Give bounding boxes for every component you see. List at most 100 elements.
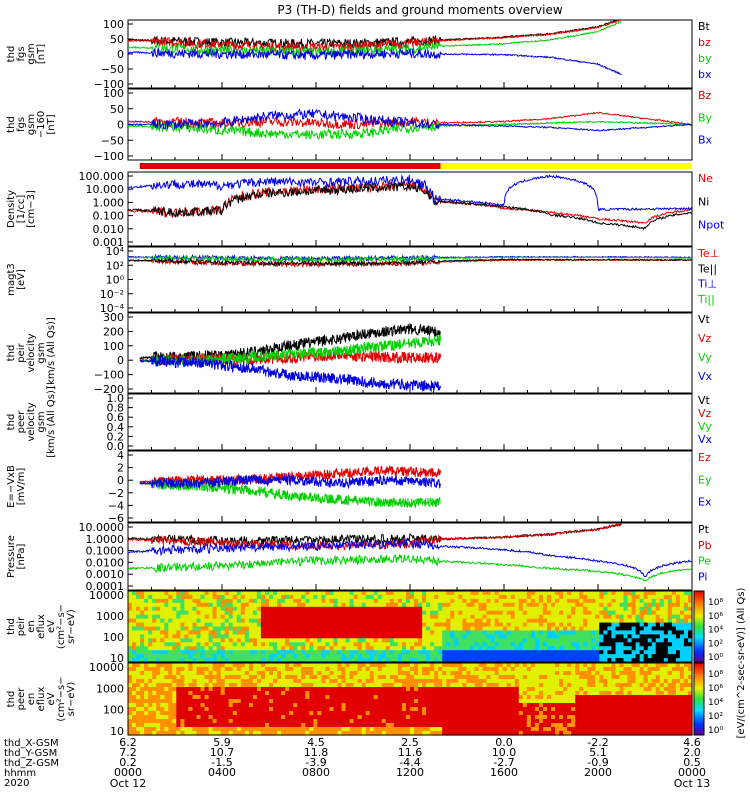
heatmap-cell [132, 731, 137, 736]
heatmap-cell [563, 687, 568, 692]
heatmap-cell [136, 691, 141, 696]
heatmap-cell [514, 723, 520, 728]
heatmap-cell [345, 642, 351, 647]
heatmap-cell [518, 707, 524, 712]
heatmap-cell [623, 638, 629, 643]
heatmap-cell [683, 658, 689, 663]
heatmap-cell [144, 626, 149, 631]
heatmap-cell [208, 719, 214, 724]
heatmap-cell [434, 683, 439, 688]
heatmap-cell [200, 731, 206, 736]
heatmap-cell [547, 614, 552, 620]
heatmap-cell [164, 654, 169, 659]
heatmap-cell [526, 667, 532, 672]
heatmap-cell [522, 719, 528, 724]
heatmap-cell [285, 707, 290, 712]
legend-entry: Vt [698, 313, 711, 326]
heatmap-cell [401, 675, 407, 680]
heatmap-cell [212, 719, 218, 724]
heatmap-cell [563, 719, 568, 724]
heatmap-cell [341, 638, 347, 643]
heatmap-cell [144, 675, 149, 680]
heatmap-cell [353, 699, 359, 704]
heatmap-cell [256, 618, 262, 624]
heatmap-cell [224, 707, 230, 712]
heatmap-cell [200, 638, 206, 643]
heatmap-cell [389, 618, 395, 624]
heatmap-cell [317, 671, 322, 676]
heatmap-cell [128, 715, 133, 720]
heatmap-cell [309, 606, 314, 612]
heatmap-cell [426, 594, 431, 600]
heatmap-cell [422, 646, 427, 651]
heatmap-cell [204, 614, 210, 620]
heatmap-cell [256, 610, 262, 616]
heatmap-cell [240, 602, 246, 608]
heatmap-cell [619, 606, 625, 612]
heatmap-cell [462, 719, 467, 724]
heatmap-cell [422, 630, 427, 635]
heatmap-cell [297, 634, 302, 639]
heatmap-cell [502, 594, 508, 600]
heatmap-cell [434, 707, 439, 712]
heatmap-cell [309, 591, 314, 596]
heatmap-cell [663, 606, 669, 612]
heatmap-cell [365, 663, 371, 668]
heatmap-cell [168, 719, 173, 724]
heatmap-cell [418, 630, 423, 635]
heatmap-cell [385, 715, 391, 720]
heatmap-cell [349, 723, 355, 728]
heatmap-cell [341, 642, 347, 647]
heatmap-cell [349, 622, 355, 628]
heatmap-cell [317, 719, 322, 724]
heatmap-cell [542, 727, 548, 732]
heatmap-cell [321, 667, 326, 672]
heatmap-cell [244, 606, 250, 612]
heatmap-cell [438, 634, 443, 639]
heatmap-cell [188, 658, 193, 663]
heatmap-cell [168, 671, 173, 676]
heatmap-cell [434, 654, 439, 659]
heatmap-cell [337, 606, 343, 612]
heatmap-cell [454, 594, 459, 600]
heatmap-cell [551, 663, 556, 668]
heatmap-cell [224, 658, 230, 663]
heatmap-cell [260, 719, 266, 724]
heatmap-cell [180, 711, 185, 716]
heatmap-cell [393, 699, 399, 704]
heatmap-cell [325, 610, 330, 616]
heatmap-cell [260, 650, 266, 655]
heatmap-cell [474, 606, 480, 612]
heatmap-cell [273, 650, 278, 655]
heatmap-cell [522, 634, 528, 639]
heatmap-cell [534, 675, 540, 680]
heatmap-cell [611, 602, 616, 608]
series-line-pe [128, 554, 692, 582]
heatmap-cell [140, 711, 145, 716]
heatmap-cell [148, 703, 153, 708]
heatmap-cell [385, 622, 391, 628]
heatmap-cell [136, 703, 141, 708]
heatmap-cell [498, 691, 504, 696]
heatmap-cell [538, 630, 544, 635]
heatmap-cell [172, 723, 177, 728]
heatmap-cell [559, 715, 564, 720]
heatmap-cell [381, 602, 387, 608]
heatmap-cell [132, 622, 137, 628]
heatmap-cell [160, 675, 165, 680]
heatmap-cell [325, 707, 330, 712]
heatmap-cell [184, 719, 189, 724]
heatmap-cell [486, 707, 492, 712]
heatmap-cell [228, 731, 234, 736]
heatmap-cell [631, 642, 637, 647]
heatmap-cell [514, 711, 520, 716]
heatmap-cell [494, 646, 500, 651]
heatmap-cell [305, 646, 310, 651]
heatmap-cell [397, 719, 403, 724]
heatmap-cell [555, 723, 560, 728]
heatmap-cell [591, 654, 596, 659]
heatmap-cell [381, 715, 387, 720]
heatmap-cell [454, 598, 459, 604]
heatmap-cell [196, 695, 202, 700]
heatmap-cell [583, 591, 588, 596]
